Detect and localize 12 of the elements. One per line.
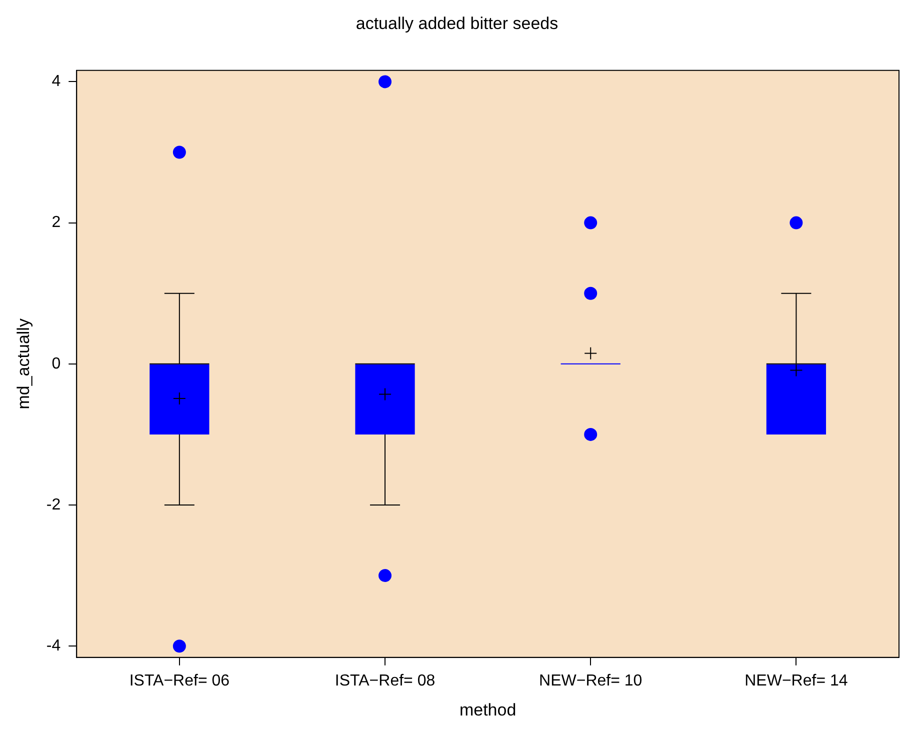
x-tick-label: NEW−Ref= 14: [744, 672, 848, 690]
x-tick-label: NEW−Ref= 10: [539, 672, 642, 690]
y-axis-title: md_actually: [14, 318, 33, 410]
x-tick-label: ISTA−Ref= 08: [334, 672, 436, 690]
y-tick-label: 2: [52, 214, 61, 232]
y-tick-label: -2: [46, 496, 61, 514]
y-tick-label: 0: [52, 355, 61, 372]
x-tick-label: ISTA−Ref= 06: [129, 672, 230, 690]
y-tick-label: 4: [52, 73, 61, 90]
x-axis-title: method: [459, 700, 516, 720]
chart-title: actually added bitter seeds: [356, 14, 558, 33]
y-tick-label: -4: [46, 638, 61, 655]
